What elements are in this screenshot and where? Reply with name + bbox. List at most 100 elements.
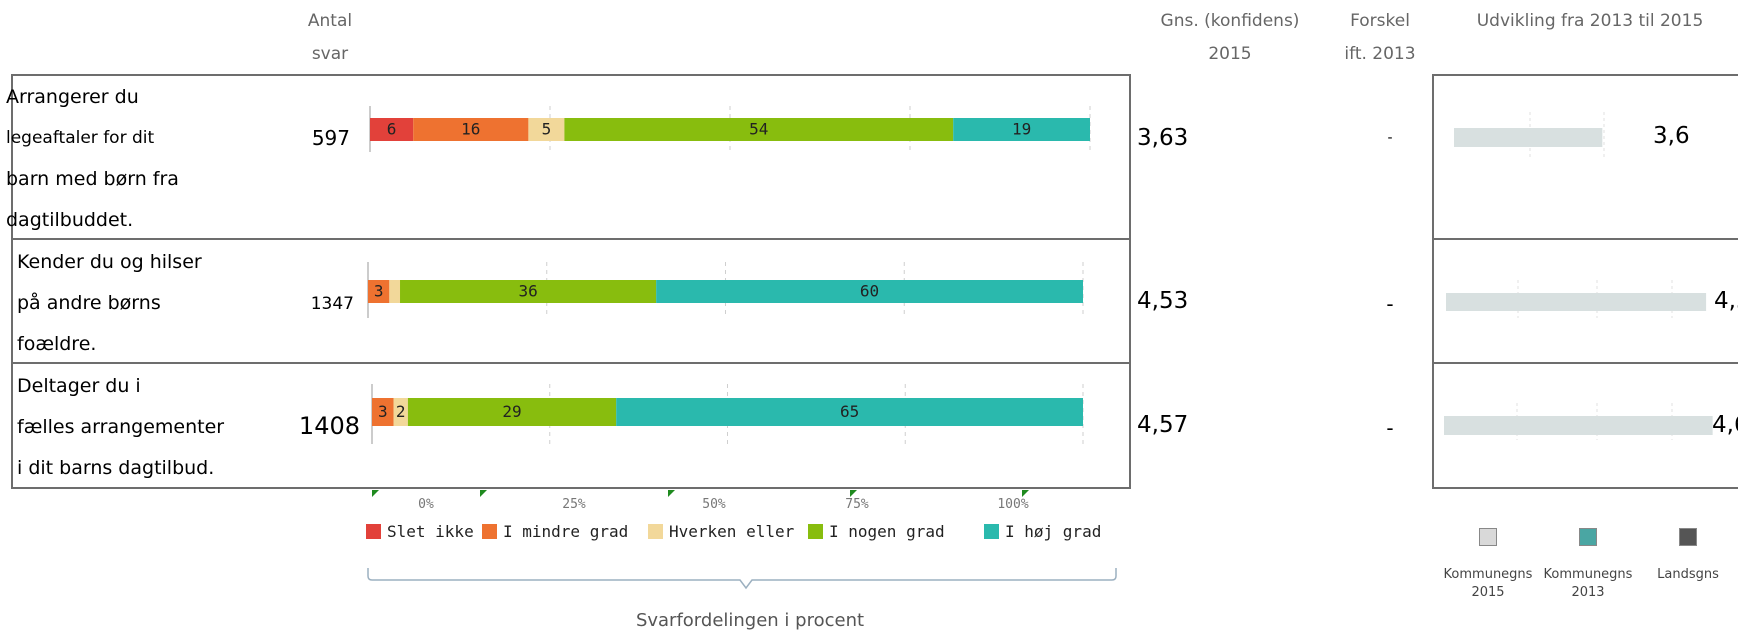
count-q1: 597: [311, 126, 350, 150]
legend-item-5: I høj grad: [984, 520, 1101, 542]
bar-segment-r3-s5: [616, 398, 1083, 426]
question-3-line-2: fælles arrangementer: [17, 416, 225, 438]
trend-value-q1: 3,6: [1653, 123, 1690, 149]
trend-layer: [1444, 112, 1713, 440]
x-axis-caption: Svarfordelingen i procent: [635, 610, 865, 631]
bar-label-r3-s5: 65: [840, 402, 859, 421]
question-1-line-1: Arrangerer du: [6, 86, 139, 108]
bar-label-r3-s3: 2: [396, 402, 406, 421]
question-text-1: Arrangerer du legeaftaler for dit barn m…: [6, 77, 179, 241]
right-legend-swatch-3: [1679, 528, 1697, 546]
bar-segment-r3-s3: [393, 398, 408, 426]
diff-header-line1: Forskel: [1350, 11, 1410, 31]
legend-label-5: I høj grad: [1005, 521, 1102, 541]
count-q2: 1347: [310, 294, 354, 314]
mean-q3: 4,57: [1137, 412, 1189, 438]
question-row-1: [11, 74, 1131, 240]
trend-bar-r3: [1444, 416, 1713, 435]
diff-header-line2: ift. 2013: [1344, 44, 1416, 64]
bar-label-r2-s5: 60: [860, 282, 879, 301]
question-3-line-3: i dit barns dagtilbud.: [17, 457, 215, 479]
legend-item-1: Slet ikke: [366, 520, 474, 542]
bar-segment-r1-s5: [953, 118, 1090, 141]
legend-item-4: I nogen grad: [808, 520, 945, 542]
trend-header: Udvikling fra 2013 til 2015: [1476, 11, 1704, 31]
trend-row-3: [1432, 362, 1738, 489]
right-legend-swatch-2: [1579, 528, 1597, 546]
trend-value-q3: 4,6: [1712, 412, 1738, 438]
trend-bar-r1: [1454, 128, 1603, 147]
legend-item-2: I mindre grad: [482, 520, 628, 542]
bar-segment-r3-s4: [407, 398, 617, 426]
x-tick-label-1: 0%: [418, 497, 434, 512]
bar-label-r1-s3: 5: [542, 120, 552, 139]
legend-swatch-5: [984, 523, 999, 539]
mean-header: Gns. (konfidens) 2015: [1140, 5, 1320, 71]
x-tick-label-2: 25%: [562, 497, 586, 512]
question-3-line-1: Deltager du i: [17, 375, 141, 397]
bar-label-r2-s2: 3: [374, 282, 384, 301]
right-legend-label-3a: Landsgns: [1657, 567, 1719, 582]
legend-label-2: I mindre grad: [503, 521, 629, 541]
x-tick-label-3: 50%: [702, 497, 726, 512]
chart-layer: 6 16 5 54 193 36 603 2 29 650% 25% 50% 75% 100%: [367, 106, 1091, 512]
bar-segment-r1-s4: [564, 118, 954, 141]
count-header: Antal svar: [290, 5, 370, 71]
x-tick-label-4: 75%: [845, 497, 869, 512]
right-legend-label-2b: 2013: [1571, 585, 1605, 600]
stacked-bar-chart: 6 16 5 54 193 36 603 2 29 650% 25% 50% 75% 100%: [367, 106, 1091, 512]
bar-label-r1-s4: 54: [749, 120, 768, 139]
right-legend-label-2a: Kommunegns: [1543, 567, 1633, 582]
bar-label-r1-s5: 19: [1012, 120, 1031, 139]
right-legend-swatch-1: [1479, 528, 1497, 546]
legend-swatch-2: [482, 523, 497, 539]
bar-segment-r1-s1: [370, 118, 414, 141]
trend-value-q2: 4,5: [1714, 288, 1738, 314]
question-1-line-4: dagtilbuddet.: [6, 209, 134, 231]
x-tick-marker-1: [372, 490, 379, 497]
question-text-2: Kender du og hilser på andre børns foæld…: [17, 242, 202, 365]
count-header-line1: Antal: [307, 11, 353, 31]
count-header-line2: svar: [311, 44, 349, 64]
trend-bar-r2: [1446, 293, 1707, 311]
diff-header: Forskel ift. 2013: [1330, 5, 1430, 71]
legend-item-3: Hverken eller: [648, 520, 794, 542]
diff-q1: -: [1387, 130, 1393, 146]
x-tick-label-5: 100%: [997, 497, 1028, 512]
right-legend-lands: Landsgns: [1648, 528, 1728, 584]
bar-label-r3-s4: 29: [502, 402, 521, 421]
trend-chart: [1444, 112, 1713, 440]
bar-segment-r2-s3: [389, 280, 401, 303]
question-2-line-1: Kender du og hilser: [17, 251, 202, 273]
question-1-line-2: legeaftaler for dit: [6, 128, 155, 148]
bar-segment-r2-s5: [656, 280, 1083, 303]
bar-segment-r2-s2: [368, 280, 390, 303]
bar-label-r1-s1: 6: [387, 120, 397, 139]
right-legend-kommune-2015: Kommunegns 2015: [1443, 528, 1533, 602]
mean-q2: 4,53: [1137, 288, 1189, 314]
mean-header-line2: 2015: [1208, 44, 1252, 64]
axis-bracket: [367, 568, 1117, 590]
x-tick-marker-3: [668, 490, 675, 497]
right-legend-label-1b: 2015: [1471, 585, 1505, 600]
legend-label-1: Slet ikke: [387, 521, 474, 541]
legend-swatch-1: [366, 523, 381, 539]
question-text-3: Deltager du i fælles arrangementer i dit…: [17, 366, 224, 489]
mean-q1: 3,63: [1137, 125, 1189, 151]
question-1-line-3: barn med børn fra: [6, 168, 179, 190]
bar-label-r1-s2: 16: [461, 120, 480, 139]
x-tick-marker-5: [1022, 490, 1029, 497]
bar-segment-r3-s2: [372, 398, 394, 426]
legend-swatch-3: [648, 523, 663, 539]
bar-segment-r1-s2: [413, 118, 529, 141]
bar-label-r2-s4: 36: [518, 282, 537, 301]
bar-segment-r1-s3: [528, 118, 565, 141]
x-tick-marker-4: [850, 490, 857, 497]
bar-segment-r2-s4: [400, 280, 657, 303]
x-tick-marker-2: [480, 490, 487, 497]
legend-label-4: I nogen grad: [829, 521, 945, 541]
mean-header-line1: Gns. (konfidens): [1160, 11, 1300, 31]
diff-q2: -: [1386, 292, 1394, 316]
diff-q3: -: [1386, 416, 1394, 440]
right-legend-kommune-2013: Kommunegns 2013: [1543, 528, 1633, 602]
